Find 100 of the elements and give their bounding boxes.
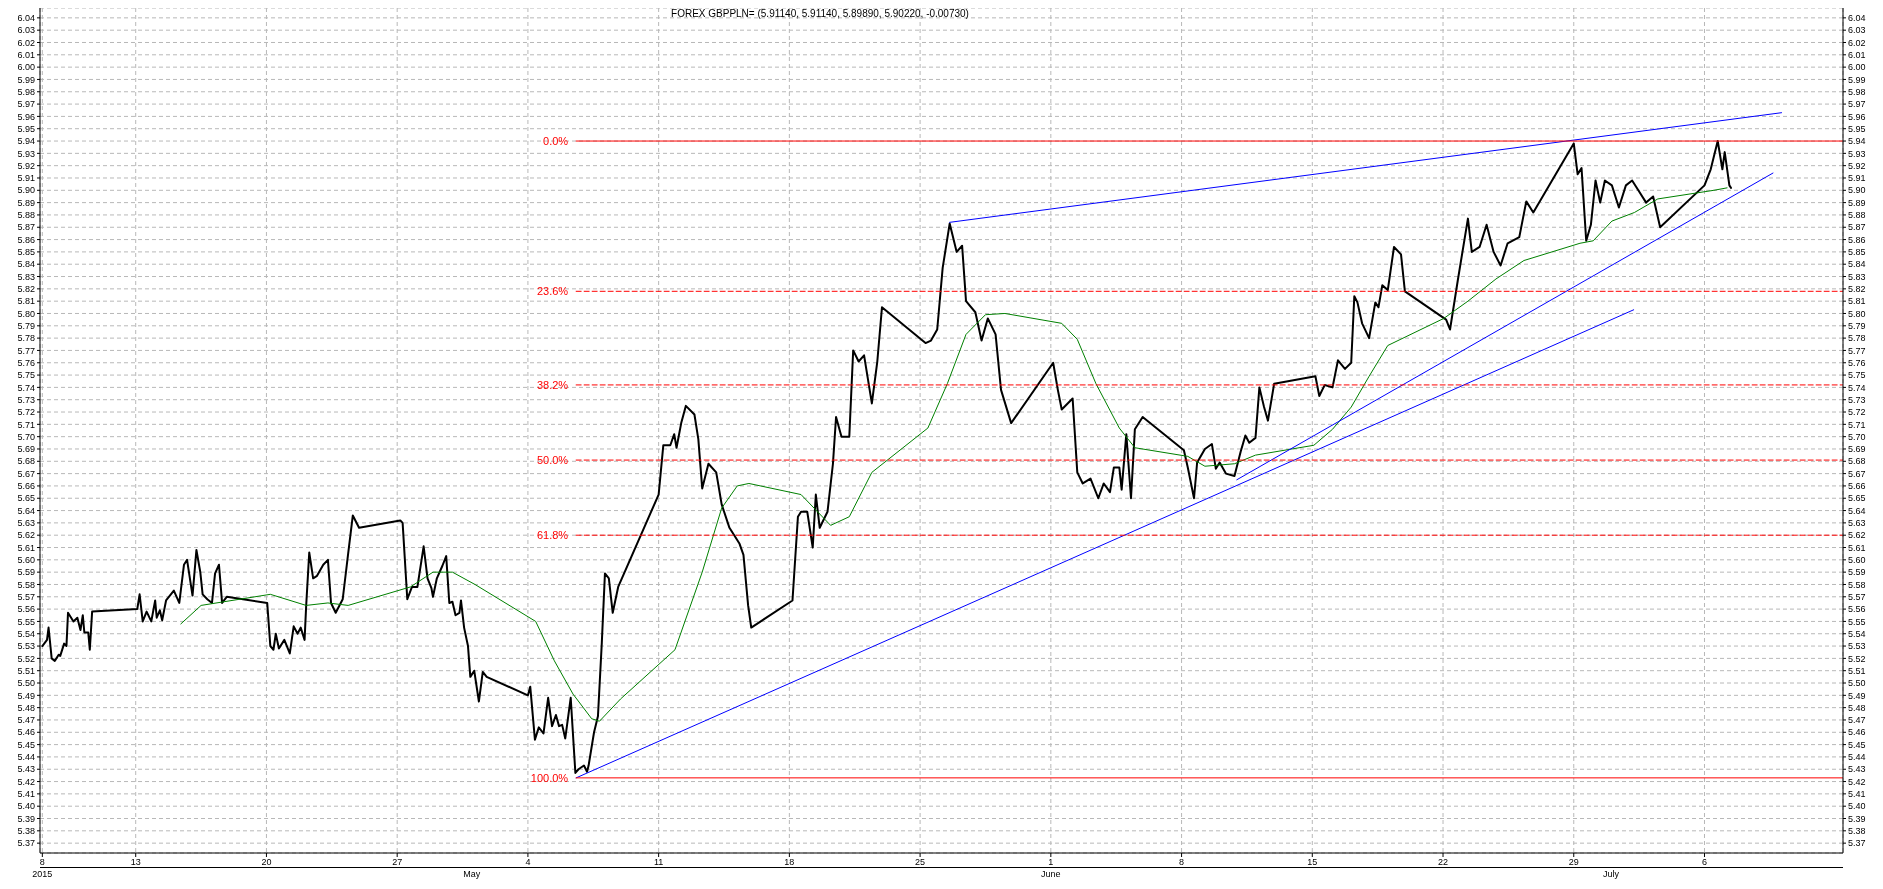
y-tick-label: 5.83 bbox=[17, 271, 35, 282]
y2-tick-label: 5.95 bbox=[1848, 123, 1866, 134]
y-tick-label: 5.52 bbox=[17, 653, 35, 664]
y-tick-label: 5.91 bbox=[17, 173, 35, 184]
y-tick-label: 5.66 bbox=[17, 481, 35, 492]
y2-tick-label: 5.79 bbox=[1848, 320, 1866, 331]
y-tick-label: 5.73 bbox=[17, 394, 35, 405]
y-tick-label: 5.98 bbox=[17, 86, 35, 97]
y2-tick-label: 5.63 bbox=[1848, 518, 1866, 529]
y-tick-label: 5.55 bbox=[17, 616, 35, 627]
y2-tick-label: 5.38 bbox=[1848, 826, 1866, 837]
y2-tick-label: 5.94 bbox=[1848, 136, 1866, 147]
y-tick-label: 5.75 bbox=[17, 370, 35, 381]
y2-tick-label: 5.96 bbox=[1848, 111, 1866, 122]
series-label: 100.0% bbox=[530, 771, 569, 784]
y2-tick-label: 5.71 bbox=[1848, 419, 1866, 430]
y-tick-label: 5.92 bbox=[17, 160, 35, 171]
y-tick-label: 6.03 bbox=[17, 25, 35, 36]
y2-tick-label: 5.45 bbox=[1848, 739, 1866, 750]
y-tick-label: 5.88 bbox=[17, 210, 35, 221]
y2-tick-label: 5.47 bbox=[1848, 715, 1866, 726]
y-tick-label: 5.56 bbox=[17, 604, 35, 615]
y-tick-label: 5.84 bbox=[17, 259, 35, 270]
y-tick-label: 5.63 bbox=[17, 518, 35, 529]
x-tick-label: 8 bbox=[1179, 857, 1185, 868]
line-series bbox=[180, 187, 1728, 722]
y2-tick-label: 5.85 bbox=[1848, 247, 1866, 258]
y2-tick-label: 6.00 bbox=[1848, 62, 1866, 73]
x-tick-label: 11 bbox=[653, 857, 664, 868]
x2-tick-label: May bbox=[463, 868, 481, 880]
y2-tick-label: 5.83 bbox=[1848, 271, 1866, 282]
y-tick-label: 5.40 bbox=[17, 801, 35, 812]
y2-tick-label: 5.88 bbox=[1848, 210, 1866, 221]
x-tick-label: 8 bbox=[39, 857, 45, 868]
series-label: 23.6% bbox=[536, 285, 569, 298]
y-tick-label: 5.44 bbox=[17, 752, 35, 763]
y-tick-label: 5.72 bbox=[17, 407, 35, 418]
y2-tick-label: 6.01 bbox=[1848, 50, 1866, 60]
y2-tick-label: 5.65 bbox=[1848, 493, 1866, 504]
y2-tick-label: 5.76 bbox=[1848, 357, 1866, 368]
chart-title: FOREX GBPPLN= (5.91140, 5.91140, 5.89890, 5.90220, -0.00730) bbox=[670, 8, 970, 20]
y2-tick-label: 5.54 bbox=[1848, 628, 1866, 639]
y-tick-label: 5.42 bbox=[17, 776, 35, 787]
y2-tick-label: 5.51 bbox=[1848, 665, 1866, 676]
y-tick-label: 5.57 bbox=[17, 591, 35, 602]
y2-tick-label: 5.46 bbox=[1848, 727, 1866, 738]
y-tick-label: 6.01 bbox=[17, 50, 35, 60]
y-tick-label: 5.90 bbox=[17, 185, 35, 196]
y-tick-label: 5.62 bbox=[17, 530, 35, 541]
y2-tick-label: 5.67 bbox=[1848, 468, 1866, 479]
y2-tick-label: 5.97 bbox=[1848, 99, 1866, 110]
y-tick-label: 5.50 bbox=[17, 678, 35, 689]
y2-tick-label: 5.40 bbox=[1848, 801, 1866, 812]
y-tick-label: 5.38 bbox=[17, 826, 35, 837]
y2-tick-label: 5.53 bbox=[1848, 641, 1866, 652]
y-tick-label: 5.96 bbox=[17, 111, 35, 122]
y2-tick-label: 5.49 bbox=[1848, 690, 1866, 701]
y-tick-label: 5.71 bbox=[17, 419, 35, 430]
y2-tick-label: 5.55 bbox=[1848, 616, 1866, 627]
y2-tick-label: 5.60 bbox=[1848, 555, 1866, 566]
y2-tick-label: 5.59 bbox=[1848, 567, 1866, 578]
y2-tick-label: 5.77 bbox=[1848, 345, 1866, 356]
x-tick-label: 22 bbox=[1438, 857, 1449, 868]
y2-tick-label: 5.98 bbox=[1848, 86, 1866, 97]
y-tick-label: 5.64 bbox=[17, 505, 35, 516]
y2-tick-label: 5.48 bbox=[1848, 702, 1866, 713]
y-tick-label: 5.65 bbox=[17, 493, 35, 504]
series-label: 61.8% bbox=[536, 529, 569, 542]
series-label: 50.0% bbox=[536, 454, 569, 467]
y2-tick-label: 5.61 bbox=[1848, 542, 1866, 553]
x-tick-label: 4 bbox=[525, 857, 531, 868]
y2-tick-label: 5.82 bbox=[1848, 284, 1866, 295]
y2-tick-label: 5.68 bbox=[1848, 456, 1866, 467]
y-tick-label: 6.00 bbox=[17, 62, 35, 73]
y-tick-label: 5.68 bbox=[17, 456, 35, 467]
y-tick-label: 5.97 bbox=[17, 99, 35, 110]
x-tick-label: 18 bbox=[784, 857, 795, 868]
y2-tick-label: 5.92 bbox=[1848, 160, 1866, 171]
x-tick-label: 20 bbox=[261, 857, 272, 868]
y2-tick-label: 5.73 bbox=[1848, 394, 1866, 405]
y-tick-label: 5.59 bbox=[17, 567, 35, 578]
y2-tick-label: 5.43 bbox=[1848, 764, 1866, 775]
y2-tick-label: 5.75 bbox=[1848, 370, 1866, 381]
y-tick-label: 5.77 bbox=[17, 345, 35, 356]
y-tick-label: 5.86 bbox=[17, 234, 35, 245]
y2-tick-label: 5.78 bbox=[1848, 333, 1866, 344]
y2-tick-label: 5.56 bbox=[1848, 604, 1866, 615]
x2-tick-label: June bbox=[1041, 868, 1061, 880]
y2-tick-label: 5.86 bbox=[1848, 234, 1866, 245]
series-label: 38.2% bbox=[536, 378, 569, 391]
x2-tick-label: 2015 bbox=[32, 868, 53, 880]
y2-tick-label: 5.89 bbox=[1848, 197, 1866, 208]
x-tick-label: 27 bbox=[392, 857, 403, 868]
y-tick-label: 5.49 bbox=[17, 690, 35, 701]
y-tick-label: 5.89 bbox=[17, 197, 35, 208]
y-tick-label: 5.53 bbox=[17, 641, 35, 652]
y2-tick-label: 5.41 bbox=[1848, 789, 1866, 800]
y-tick-label: 5.67 bbox=[17, 468, 35, 479]
y-tick-label: 5.80 bbox=[17, 308, 35, 319]
y-tick-label: 5.76 bbox=[17, 357, 35, 368]
